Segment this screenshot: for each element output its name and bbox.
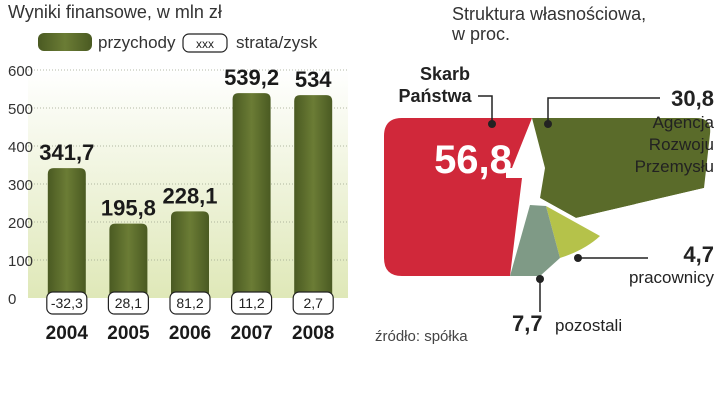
bar-przychody-2004 — [47, 168, 86, 298]
pie-slice-skarb-panstwa — [384, 118, 532, 276]
bars — [47, 93, 333, 298]
chart-title: Wyniki finansowe, w mln zł — [8, 2, 222, 22]
bar-value-label: 534 — [295, 67, 332, 92]
profit-box-2007 — [231, 291, 273, 315]
source-note: źródło: spółka — [375, 328, 468, 345]
pie-slice-pracownicy — [546, 206, 600, 258]
x-axis-ticks: 2004 2005 2006 2007 2008 — [46, 323, 335, 344]
label-panstwa: Państwa — [398, 86, 472, 106]
leader-dot-skarb — [488, 120, 496, 128]
profit-value: 2,7 — [303, 295, 323, 311]
x-tick-label: 2006 — [169, 323, 211, 344]
y-tick-label: 400 — [8, 139, 33, 156]
y-tick-label: 100 — [8, 253, 33, 270]
profit-box-2006 — [169, 291, 211, 315]
bar-value-label: 341,7 — [39, 140, 94, 165]
leader-skarb — [478, 95, 493, 124]
bar-value-labels: 341,7 195,8 228,1 539,2 534 — [39, 65, 332, 220]
pie-gap — [540, 188, 704, 258]
legend-marker-text: xxx — [196, 37, 214, 51]
label-skarb-value: 56,8 — [434, 138, 512, 182]
label-skarb: Skarb — [420, 64, 470, 84]
y-tick-label: 600 — [8, 63, 33, 80]
profit-box-2004 — [46, 291, 88, 315]
label-agencja-line2: Rozwoju — [649, 135, 714, 154]
label-pracownicy: pracownicy — [629, 268, 715, 287]
leader-dot-pozostali — [536, 275, 544, 283]
leader-dot-pracownicy — [574, 254, 582, 262]
pie-title: Struktura własnościowa, — [452, 4, 646, 24]
leader-agencja — [547, 97, 660, 124]
bar-value-label: 228,1 — [162, 183, 217, 208]
bar-przychody-2007 — [232, 93, 271, 298]
y-tick-label: 500 — [8, 101, 33, 118]
profit-value: 11,2 — [238, 295, 264, 311]
profit-box-2005 — [107, 291, 150, 315]
label-agencja-line1: Agencja — [653, 113, 715, 132]
bar-przychody-2006 — [171, 211, 209, 298]
legend-swatch-strata-zysk — [182, 33, 228, 53]
x-tick-label: 2005 — [107, 323, 150, 344]
label-pozostali: pozostali — [555, 316, 622, 335]
bar-value-label: 195,8 — [101, 196, 156, 221]
bar-value-label: 539,2 — [224, 65, 279, 90]
label-pracownicy-value: 4,7 — [683, 242, 714, 267]
profit-boxes: -32,3 28,1 81,2 11,2 2,7 — [46, 291, 334, 315]
legend-label-strata-zysk: strata/zysk — [236, 33, 318, 52]
bar-przychody-2005 — [109, 223, 148, 298]
label-pozostali-value: 7,7 — [512, 311, 543, 336]
profit-value: 81,2 — [176, 295, 203, 311]
pie-slice-pozostali — [510, 205, 560, 276]
pie-subtitle: w proc. — [451, 24, 510, 44]
y-tick-label: 200 — [8, 215, 33, 232]
x-tick-label: 2008 — [292, 323, 334, 344]
label-agencja-line3: Przemysłu — [635, 157, 714, 176]
y-axis-ticks: 0 100 200 300 400 500 600 — [8, 63, 33, 308]
pie-slice-agencja — [532, 118, 711, 218]
profit-box-2008 — [292, 291, 334, 315]
legend-label-przychody: przychody — [98, 33, 176, 52]
y-tick-label: 0 — [8, 291, 16, 308]
y-tick-label: 300 — [8, 177, 33, 194]
legend-swatch-przychody — [38, 33, 92, 51]
profit-value: 28,1 — [115, 295, 142, 311]
label-agencja-value: 30,8 — [671, 86, 714, 111]
leader-dot-agencja — [544, 120, 552, 128]
profit-value: -32,3 — [51, 295, 83, 311]
x-tick-label: 2004 — [46, 323, 89, 344]
x-tick-label: 2007 — [230, 323, 272, 344]
bar-przychody-2008 — [294, 95, 333, 298]
